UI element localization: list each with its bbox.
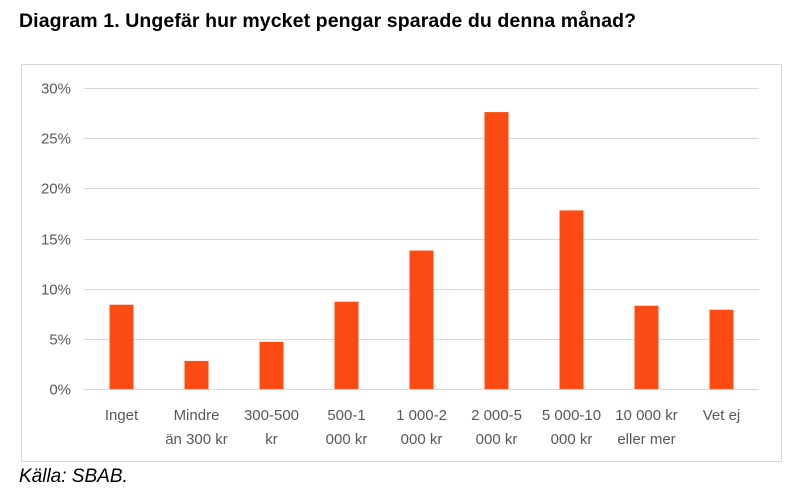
bar-chart: 0% 5% 10% 15% 20% 25% 30% Inget Mindre än 300 kr… bbox=[41, 81, 759, 448]
bar bbox=[484, 112, 509, 389]
x-tick-label: eller mer bbox=[617, 431, 675, 448]
bar bbox=[184, 360, 209, 389]
x-tick-label: Vet ej bbox=[703, 407, 741, 424]
chart-title: Diagram 1. Ungefär hur mycket pengar spa… bbox=[19, 10, 637, 32]
y-axis-tick-labels: 0% 5% 10% 15% 20% 25% 30% bbox=[41, 81, 71, 399]
source-note: Källa: SBAB. bbox=[19, 466, 128, 487]
x-tick-label: Inget bbox=[105, 407, 139, 424]
y-tick-label: 15% bbox=[41, 232, 71, 249]
bar bbox=[334, 301, 359, 389]
y-tick-label: 20% bbox=[41, 181, 71, 198]
x-tick-label: 000 kr bbox=[476, 431, 518, 448]
x-tick-label: kr bbox=[265, 431, 278, 448]
bar bbox=[559, 210, 584, 389]
x-tick-label: Mindre bbox=[174, 407, 220, 424]
bar bbox=[634, 305, 659, 389]
y-tick-label: 0% bbox=[49, 382, 71, 399]
x-tick-label: 000 kr bbox=[401, 431, 443, 448]
bar bbox=[259, 341, 284, 389]
x-axis-tick-labels: Inget Mindre än 300 kr 300-500 kr 500-1 000 kr… bbox=[105, 407, 740, 448]
y-tick-label: 25% bbox=[41, 131, 71, 148]
x-tick-label: 300-500 bbox=[244, 407, 299, 424]
x-tick-label: än 300 kr bbox=[165, 431, 228, 448]
y-tick-label: 30% bbox=[41, 81, 71, 98]
chart-area: 0% 5% 10% 15% 20% 25% 30% Inget Mindre än 300 kr… bbox=[21, 64, 782, 462]
x-tick-label: 2 000-5 bbox=[471, 407, 522, 424]
x-tick-label: 500-1 bbox=[327, 407, 365, 424]
bars bbox=[109, 112, 734, 389]
y-tick-label: 5% bbox=[49, 332, 71, 349]
x-tick-label: 10 000 kr bbox=[615, 407, 678, 424]
x-tick-label: 000 kr bbox=[551, 431, 593, 448]
bar bbox=[409, 250, 434, 389]
x-tick-label: 000 kr bbox=[326, 431, 368, 448]
x-tick-label: 5 000-10 bbox=[542, 407, 601, 424]
y-tick-label: 10% bbox=[41, 282, 71, 299]
bar bbox=[109, 304, 134, 389]
x-tick-label: 1 000-2 bbox=[396, 407, 447, 424]
bar bbox=[709, 309, 734, 389]
